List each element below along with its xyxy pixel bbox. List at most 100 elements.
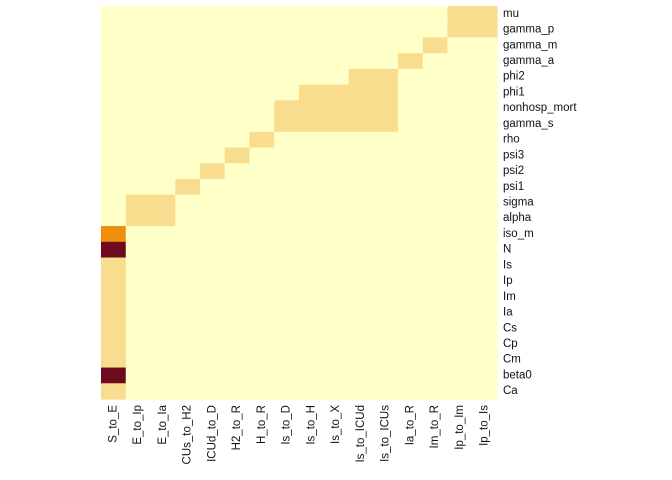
heatmap-cell-rho-H_to_R <box>249 131 275 149</box>
heatmap-cell-rho-Ip_to_Im <box>447 131 473 149</box>
x-tick-label: Ip_to_Is <box>479 405 491 446</box>
heatmap-cell-Cm-Is_to_D <box>274 351 300 369</box>
heatmap-cell-alpha-Ia_to_R <box>398 210 424 227</box>
heatmap-cell-phi2-E_to_Ip <box>125 68 152 86</box>
heatmap-cell-gamma_s-E_to_Ip <box>125 116 152 133</box>
heatmap-cell-gamma_p-CUs_to_H2 <box>175 21 201 39</box>
heatmap-cell-phi2-Is_to_X <box>323 68 350 86</box>
heatmap-cell-phi1-H_to_R <box>249 84 275 101</box>
heatmap-cell-gamma_s-Is_to_X <box>323 116 350 133</box>
heatmap-cell-Im-Is_to_ICUs <box>373 288 399 306</box>
heatmap-cell-Im-H_to_R <box>249 288 275 306</box>
heatmap-cell-Is-Is_to_ICUs <box>373 257 399 274</box>
heatmap-cell-Cs-Is_to_ICUs <box>373 320 399 337</box>
heatmap-cell-Cs-E_to_Ip <box>125 320 152 337</box>
heatmap-cell-gamma_a-S_to_E <box>101 53 127 70</box>
heatmap-cell-gamma_s-Ip_to_Is <box>472 116 498 133</box>
heatmap-cell-gamma_a-CUs_to_H2 <box>175 53 201 70</box>
heatmap-cell-Ca-Im_to_R <box>422 383 449 400</box>
y-tick-label: N <box>503 244 511 256</box>
heatmap-cell-psi2-Ia_to_R <box>398 163 424 180</box>
heatmap-cell-Ca-CUs_to_H2 <box>175 383 201 400</box>
heatmap-cell-Ia-H_to_R <box>249 304 275 321</box>
x-tick-label: CUs_to_H2 <box>182 405 194 464</box>
heatmap-cell-rho-Is_to_D <box>274 131 300 149</box>
heatmap-cell-gamma_p-S_to_E <box>101 21 127 39</box>
heatmap-cell-gamma_a-E_to_Ip <box>125 53 152 70</box>
heatmap-cell-gamma_m-Is_to_ICUs <box>373 37 399 54</box>
heatmap-cell-mu-CUs_to_H2 <box>175 6 201 23</box>
heatmap-cell-Ca-H_to_R <box>249 383 275 400</box>
y-tick-label: psi2 <box>503 165 524 177</box>
heatmap-cell-nonhosp_mort-Is_to_ICUd <box>348 100 374 117</box>
y-tick-label: gamma_s <box>503 118 554 130</box>
heatmap-cell-gamma_a-Ip_to_Is <box>472 53 498 70</box>
heatmap-cell-Cm-Is_to_H <box>299 351 325 369</box>
heatmap-cell-phi1-Im_to_R <box>422 84 449 101</box>
heatmap-cell-psi2-H2_to_R <box>224 163 251 180</box>
heatmap-cell-nonhosp_mort-Ip_to_Im <box>447 100 473 117</box>
heatmap-cell-Ia-Is_to_ICUs <box>373 304 399 321</box>
heatmap-cell-mu-ICUd_to_D <box>200 6 226 23</box>
heatmap-cell-mu-Ip_to_Im <box>447 6 473 23</box>
heatmap-cell-N-Im_to_R <box>422 241 449 259</box>
y-tick-label: beta0 <box>503 369 532 381</box>
heatmap-cell-psi3-H2_to_R <box>224 147 251 164</box>
heatmap-cell-alpha-Is_to_D <box>274 210 300 227</box>
x-tick-label: Is_to_H <box>305 405 317 445</box>
heatmap-cell-beta0-Is_to_ICUd <box>348 367 374 384</box>
heatmap-cell-N-E_to_Ia <box>150 241 176 259</box>
y-tick-label: Is <box>503 259 512 271</box>
heatmap-cell-psi1-Im_to_R <box>422 178 449 196</box>
heatmap-cell-mu-Is_to_H <box>299 6 325 23</box>
heatmap-cell-beta0-H2_to_R <box>224 367 251 384</box>
heatmap-cell-psi2-Is_to_ICUs <box>373 163 399 180</box>
heatmap-cell-psi2-S_to_E <box>101 163 127 180</box>
y-tick-label: gamma_m <box>503 39 557 51</box>
heatmap-cell-Ip-Is_to_H <box>299 273 325 290</box>
y-tick-label: nonhosp_mort <box>503 102 577 114</box>
heatmap-cell-N-Ip_to_Im <box>447 241 473 259</box>
heatmap-cell-nonhosp_mort-H2_to_R <box>224 100 251 117</box>
heatmap-cell-Ca-Ip_to_Is <box>472 383 498 400</box>
heatmap-cell-psi3-ICUd_to_D <box>200 147 226 164</box>
heatmap-cell-Ca-Ia_to_R <box>398 383 424 400</box>
heatmap-cell-alpha-H_to_R <box>249 210 275 227</box>
x-tick-label: S_to_E <box>107 405 119 443</box>
heatmap-cell-Ia-Im_to_R <box>422 304 449 321</box>
heatmap-cell-Ip-Im_to_R <box>422 273 449 290</box>
y-tick-label: psi1 <box>503 181 524 193</box>
heatmap-cell-Is-H_to_R <box>249 257 275 274</box>
heatmap-cell-gamma_a-Ia_to_R <box>398 53 424 70</box>
heatmap-cell-gamma_m-Is_to_H <box>299 37 325 54</box>
heatmap-cell-Is-CUs_to_H2 <box>175 257 201 274</box>
y-tick-label: psi3 <box>503 149 524 161</box>
heatmap-cell-nonhosp_mort-S_to_E <box>101 100 127 117</box>
heatmap-cell-Is-Is_to_ICUd <box>348 257 374 274</box>
heatmap-cell-alpha-H2_to_R <box>224 210 251 227</box>
heatmap-cell-rho-Ip_to_Is <box>472 131 498 149</box>
y-tick-label: rho <box>503 134 520 146</box>
y-tick-label: phi1 <box>503 86 525 98</box>
heatmap-cell-Cp-S_to_E <box>101 336 127 353</box>
heatmap-cell-Ca-Ip_to_Im <box>447 383 473 400</box>
heatmap-cell-Cp-E_to_Ia <box>150 336 176 353</box>
heatmap-cell-beta0-Is_to_D <box>274 367 300 384</box>
heatmap-cell-Ia-Is_to_ICUd <box>348 304 374 321</box>
x-tick-label: ICUd_to_D <box>206 405 218 462</box>
heatmap-cell-iso_m-H_to_R <box>249 226 275 243</box>
heatmap-cell-gamma_a-Im_to_R <box>422 53 449 70</box>
heatmap-cell-Ip-S_to_E <box>101 273 127 290</box>
heatmap-cell-rho-Is_to_ICUs <box>373 131 399 149</box>
heatmap-cell-Ia-H2_to_R <box>224 304 251 321</box>
heatmap-cell-beta0-Ip_to_Im <box>447 367 473 384</box>
heatmap-cell-psi1-H2_to_R <box>224 178 251 196</box>
heatmap-cell-N-ICUd_to_D <box>200 241 226 259</box>
heatmap-cell-gamma_p-Is_to_H <box>299 21 325 39</box>
heatmap-cell-Ia-S_to_E <box>101 304 127 321</box>
heatmap-cell-iso_m-Is_to_D <box>274 226 300 243</box>
heatmap-cell-Cm-Is_to_ICUd <box>348 351 374 369</box>
heatmap-cell-Cp-Is_to_ICUd <box>348 336 374 353</box>
heatmap-cell-psi2-E_to_Ia <box>150 163 176 180</box>
heatmap-cell-gamma_p-H_to_R <box>249 21 275 39</box>
